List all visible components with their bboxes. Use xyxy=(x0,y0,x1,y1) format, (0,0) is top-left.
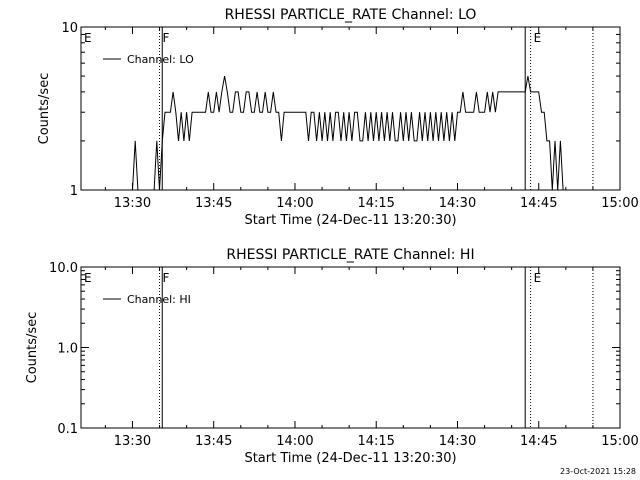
series-line xyxy=(132,76,569,191)
x-tick-label: 14:00 xyxy=(276,196,313,211)
x-tick-label: 14:30 xyxy=(439,434,476,449)
plot-timestamp: 23-Oct-2021 15:28 xyxy=(560,467,636,476)
x-tick-label: 14:15 xyxy=(357,196,394,211)
y-axis-label: Counts/sec xyxy=(25,312,40,384)
time-marker-label: F xyxy=(163,31,170,45)
x-axis-label: Start Time (24-Dec-11 13:20:30) xyxy=(244,451,456,466)
time-marker-label: E xyxy=(84,31,92,45)
x-tick-label: 13:30 xyxy=(114,196,151,211)
x-tick-label: 13:30 xyxy=(114,434,151,449)
time-marker-label: E xyxy=(534,271,542,285)
x-tick-label: 15:00 xyxy=(601,196,638,211)
y-tick-label: 10 xyxy=(61,21,78,36)
time-marker-label: F xyxy=(163,271,170,285)
x-axis-label: Start Time (24-Dec-11 13:20:30) xyxy=(244,213,456,228)
x-tick-label: 15:00 xyxy=(601,434,638,449)
y-axis-label: Counts/sec xyxy=(37,73,52,145)
y-tick-label: 1.0 xyxy=(57,342,78,357)
y-tick-label: 1 xyxy=(70,184,78,199)
chart-title: RHESSI PARTICLE_RATE Channel: HI xyxy=(226,247,474,263)
chart-title: RHESSI PARTICLE_RATE Channel: LO xyxy=(225,7,477,23)
x-tick-label: 14:30 xyxy=(439,196,476,211)
x-tick-label: 14:15 xyxy=(357,434,394,449)
time-marker-label: E xyxy=(84,271,92,285)
x-tick-label: 14:00 xyxy=(276,434,313,449)
y-tick-label: 10.0 xyxy=(49,261,78,276)
legend-label: Channel: LO xyxy=(127,53,194,66)
x-tick-label: 13:45 xyxy=(195,434,232,449)
time-marker-label: E xyxy=(534,31,542,45)
y-tick-label: 0.1 xyxy=(57,422,78,437)
x-tick-label: 14:45 xyxy=(520,434,557,449)
x-tick-label: 14:45 xyxy=(520,196,557,211)
legend-label: Channel: HI xyxy=(127,293,191,306)
x-tick-label: 13:45 xyxy=(195,196,232,211)
